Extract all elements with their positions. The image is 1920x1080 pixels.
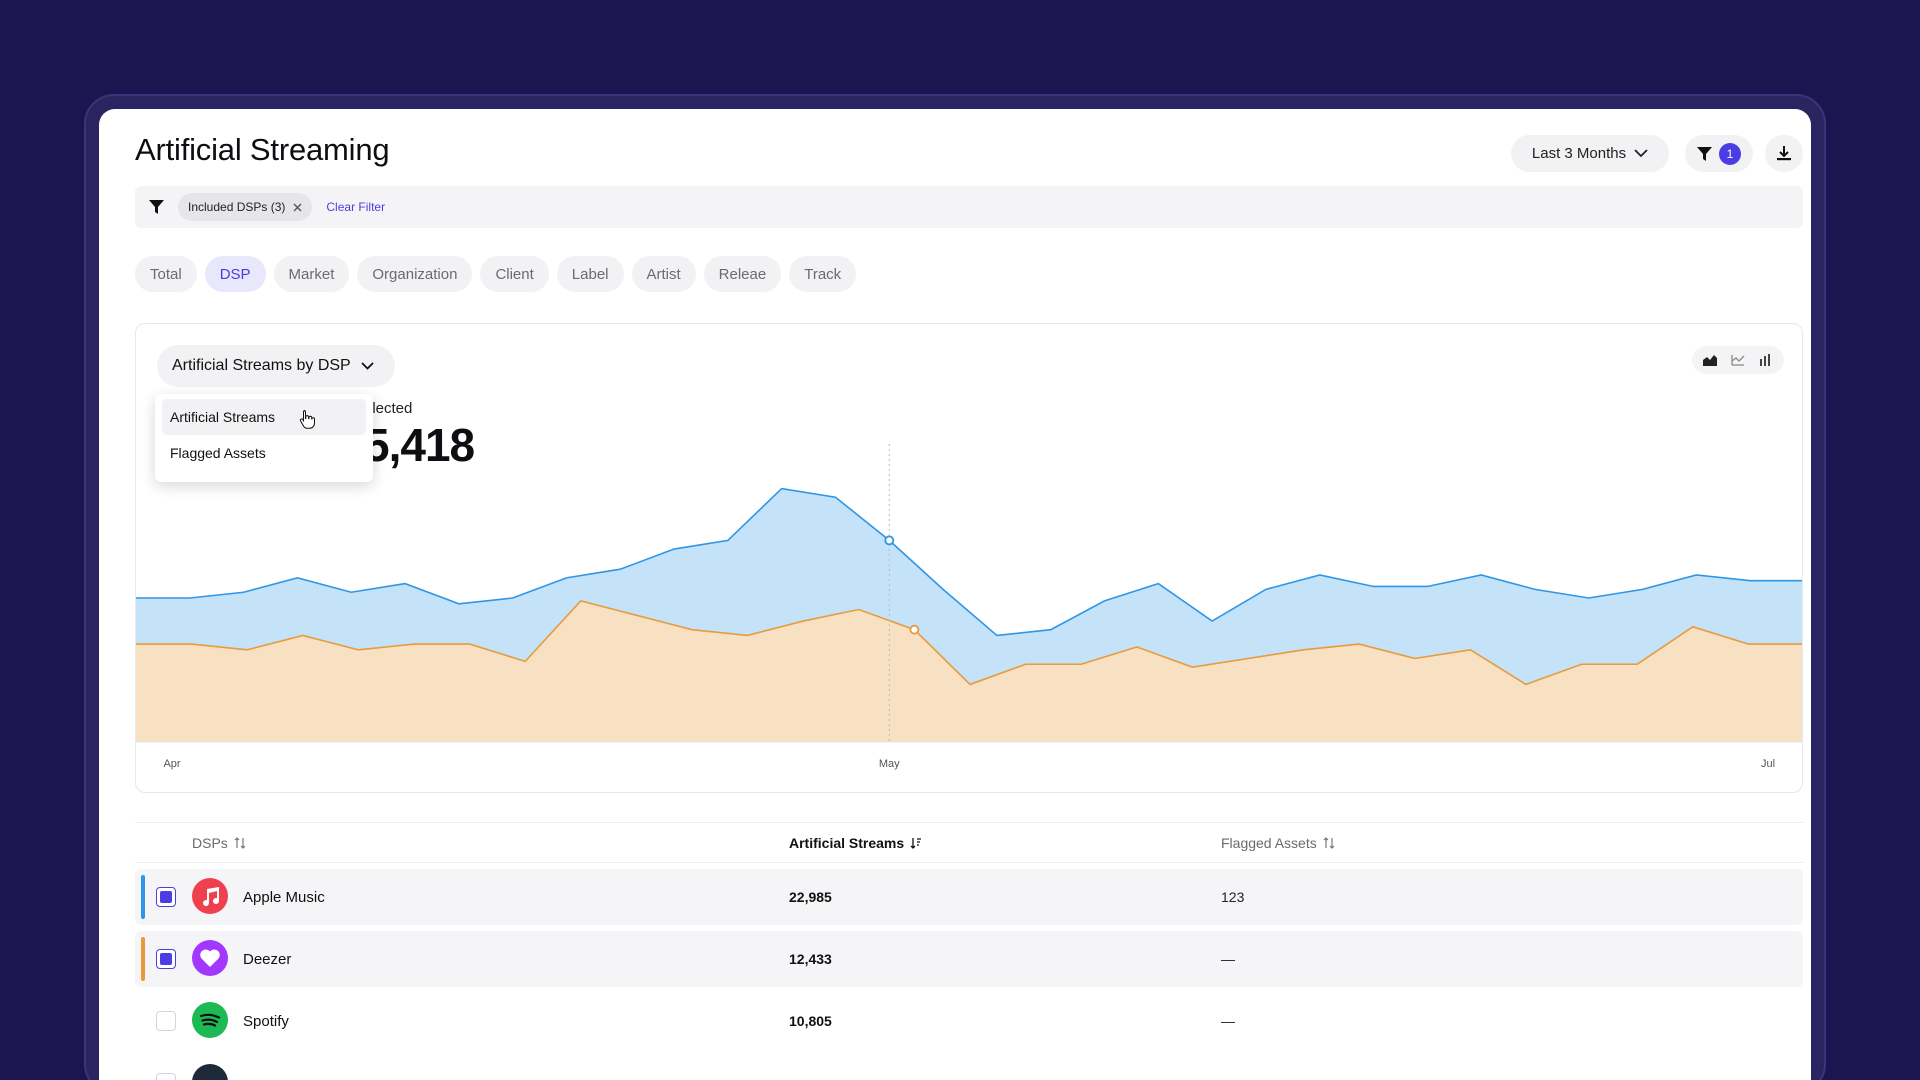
selected-caption: elected xyxy=(364,400,413,417)
hover-point-0 xyxy=(884,535,895,546)
table-row[interactable]: Spotify 10,805 — xyxy=(135,993,1803,1049)
artificial-streams-value: 10,805 xyxy=(789,1013,832,1029)
close-icon[interactable] xyxy=(293,203,302,212)
clear-filter-link[interactable]: Clear Filter xyxy=(326,200,386,214)
flagged-assets-value: — xyxy=(1221,951,1235,967)
app-window: Artificial Streaming Last 3 Months 1 Inc… xyxy=(99,109,1811,1080)
flagged-assets-value: 123 xyxy=(1221,889,1245,905)
column-header-label: Flagged Assets xyxy=(1221,834,1317,851)
series-color-marker xyxy=(141,875,145,919)
table-row[interactable] xyxy=(135,1055,1803,1080)
x-tick-label: Jul xyxy=(1761,758,1775,770)
tab-client[interactable]: Client xyxy=(480,256,549,292)
filter-chip-label: Included DSPs (3) xyxy=(188,200,286,214)
artificial-streams-value: 12,433 xyxy=(789,951,832,967)
row-checkbox[interactable] xyxy=(156,1011,176,1031)
filter-icon xyxy=(149,200,164,214)
filter-button[interactable]: 1 xyxy=(1685,135,1753,172)
artificial-streams-value: 22,985 xyxy=(789,889,832,905)
table-row[interactable]: Deezer 12,433 — xyxy=(135,931,1803,987)
x-tick-label: May xyxy=(879,758,900,770)
sort-icon xyxy=(1323,836,1335,849)
period-label: Last 3 Months xyxy=(1531,145,1627,162)
chevron-down-icon xyxy=(361,362,374,370)
filter-chip-dsps[interactable]: Included DSPs (3) xyxy=(178,193,313,221)
heart-icon xyxy=(200,949,220,967)
period-dropdown[interactable]: Last 3 Months xyxy=(1511,135,1669,172)
tab-artist[interactable]: Artist xyxy=(631,256,696,292)
pointer-cursor-icon xyxy=(299,410,315,429)
row-checkbox[interactable] xyxy=(156,887,176,907)
dsp-name: Spotify xyxy=(243,1012,289,1030)
filter-icon xyxy=(1697,146,1712,161)
series-line-1 xyxy=(136,599,1802,686)
filter-count-badge: 1 xyxy=(1719,142,1741,165)
metric-dropdown[interactable]: Artificial Streams by DSP xyxy=(157,345,395,387)
apple-music-logo xyxy=(192,878,228,914)
column-header-dsps[interactable]: DSPs xyxy=(192,835,246,851)
table-header: DSPs Artificial Streams Flagged Assets xyxy=(135,822,1803,863)
sort-descending-icon xyxy=(910,837,922,849)
x-tick-label: Apr xyxy=(163,758,180,770)
music-note-icon xyxy=(203,887,219,906)
tab-total[interactable]: Total xyxy=(135,256,197,292)
hover-point-1 xyxy=(909,624,920,635)
flagged-assets-value: — xyxy=(1221,1013,1235,1029)
dimension-tabs: Total DSP Market Organization Client Lab… xyxy=(135,256,857,292)
bar-chart-icon[interactable] xyxy=(1754,349,1778,371)
tab-dsp[interactable]: DSP xyxy=(204,256,266,292)
area-chart: Apr May Jul xyxy=(136,444,1802,770)
series-area-1 xyxy=(136,600,1802,742)
area-chart-icon[interactable] xyxy=(1698,349,1722,371)
dsp-logo xyxy=(192,1064,228,1080)
sort-icon xyxy=(234,836,246,849)
column-header-label: Artificial Streams xyxy=(789,834,905,851)
spotify-logo xyxy=(192,1002,228,1038)
download-button[interactable] xyxy=(1765,135,1803,172)
dsp-table: DSPs Artificial Streams Flagged Assets A… xyxy=(135,822,1803,1080)
dsp-name: Apple Music xyxy=(243,888,325,906)
chart-type-switcher xyxy=(1692,346,1784,374)
row-checkbox[interactable] xyxy=(156,949,176,969)
tab-market[interactable]: Market xyxy=(273,256,350,292)
column-header-flagged-assets[interactable]: Flagged Assets xyxy=(1221,835,1335,851)
chevron-down-icon xyxy=(1634,149,1648,158)
page-title: Artificial Streaming xyxy=(135,132,390,167)
series-color-marker xyxy=(141,937,145,981)
tab-release[interactable]: Releae xyxy=(703,256,782,292)
download-icon xyxy=(1777,146,1791,161)
metric-dropdown-menu: Artificial Streams Flagged Assets xyxy=(155,394,373,482)
tab-track[interactable]: Track xyxy=(789,256,857,292)
menu-item-flagged-assets[interactable]: Flagged Assets xyxy=(170,445,266,461)
active-filters-bar: Included DSPs (3) Clear Filter xyxy=(135,186,1803,228)
row-checkbox[interactable] xyxy=(156,1073,176,1080)
selected-total-value: 5,418 xyxy=(364,419,475,471)
tab-organization[interactable]: Organization xyxy=(357,256,473,292)
spotify-icon xyxy=(199,1013,221,1027)
dsp-name: Deezer xyxy=(243,950,292,968)
series-line-0 xyxy=(136,487,1802,637)
column-header-artificial-streams[interactable]: Artificial Streams xyxy=(789,835,922,851)
chart-card: Apr May Jul elected 5,418 Artificial Strea… xyxy=(135,323,1803,793)
deezer-logo xyxy=(192,940,228,976)
menu-item-artificial-streams[interactable]: Artificial Streams xyxy=(162,399,366,435)
line-chart-icon[interactable] xyxy=(1726,349,1750,371)
tab-label[interactable]: Label xyxy=(556,256,624,292)
column-header-label: DSPs xyxy=(192,834,228,851)
table-row[interactable]: Apple Music 22,985 123 xyxy=(135,869,1803,925)
metric-dropdown-label: Artificial Streams by DSP xyxy=(172,357,351,374)
